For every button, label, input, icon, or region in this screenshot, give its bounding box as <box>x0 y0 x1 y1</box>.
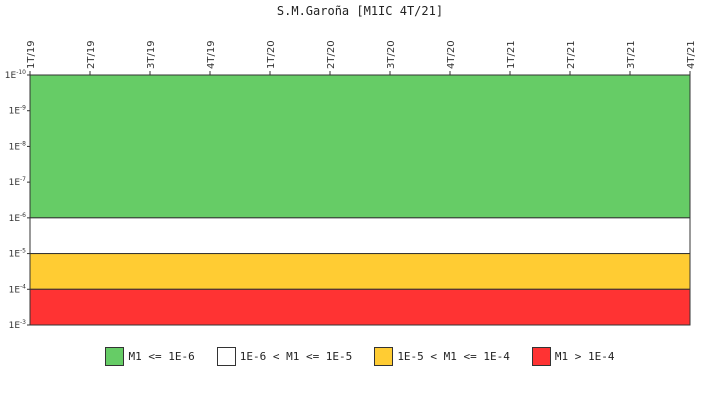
legend-label-0: M1 <= 1E-6 <box>128 349 195 363</box>
chart-title: S.M.Garoña [M1IC 4T/21] <box>277 4 443 18</box>
legend-item-3: M1 > 1E-4 <box>531 346 615 366</box>
y-tick-label-5: 1E-5 <box>9 248 27 260</box>
x-tick-label-1: 2T/19 <box>86 40 97 69</box>
x-tick-label-2: 3T/19 <box>146 40 157 69</box>
band-2 <box>29 253 691 290</box>
legend-swatch-3 <box>531 346 551 366</box>
x-tick-label-5: 2T/20 <box>326 40 337 69</box>
legend-swatch-0 <box>105 346 125 366</box>
legend-item-1: 1E-6 < M1 <= 1E-5 <box>216 346 353 366</box>
y-tick-label-3: 1E-7 <box>9 176 27 188</box>
x-tick-label-11: 4T/21 <box>686 40 697 69</box>
y-tick-label-0: 1E-10 <box>5 69 26 81</box>
y-tick-label-2: 1E-8 <box>9 140 27 152</box>
legend-label-3: M1 > 1E-4 <box>554 349 615 363</box>
y-axis: 1E-10 1E-9 1E-8 1E-7 1E-6 1E-5 1E-4 1E-3 <box>5 69 30 331</box>
band-3 <box>29 288 691 326</box>
legend-item-2: 1E-5 < M1 <= 1E-4 <box>374 346 510 366</box>
y-tick-label-7: 1E-3 <box>9 319 27 331</box>
x-axis: 1T/19 2T/19 3T/19 4T/19 1T/20 2T/20 3T/20 4T/20… <box>26 40 697 75</box>
legend-label-1: 1E-6 < M1 <= 1E-5 <box>239 349 353 363</box>
legend: M1 <= 1E-6 1E-6 < M1 <= 1E-5 1E-5 < M1 <= … <box>0 344 720 368</box>
y-tick-label-6: 1E-4 <box>9 283 27 295</box>
band-group <box>29 74 691 326</box>
x-tick-label-0: 1T/19 <box>26 40 37 69</box>
legend-label-2: 1E-5 < M1 <= 1E-4 <box>397 349 510 363</box>
x-tick-label-7: 4T/20 <box>446 40 457 69</box>
x-tick-label-4: 1T/20 <box>266 40 277 69</box>
x-tick-label-3: 4T/19 <box>206 40 217 69</box>
x-tick-label-9: 2T/21 <box>566 40 577 69</box>
legend-swatch-1 <box>216 346 236 366</box>
x-tick-label-10: 3T/21 <box>626 40 637 69</box>
band-0 <box>29 74 691 219</box>
plot-frame <box>29 74 691 326</box>
x-tick-label-8: 1T/21 <box>506 40 517 69</box>
x-tick-label-6: 3T/20 <box>386 40 397 69</box>
legend-swatch-2 <box>374 346 394 366</box>
y-tick-label-1: 1E-9 <box>9 105 27 117</box>
y-tick-label-4: 1E-6 <box>9 212 27 224</box>
band-1 <box>29 217 691 255</box>
legend-item-0: M1 <= 1E-6 <box>105 346 195 366</box>
